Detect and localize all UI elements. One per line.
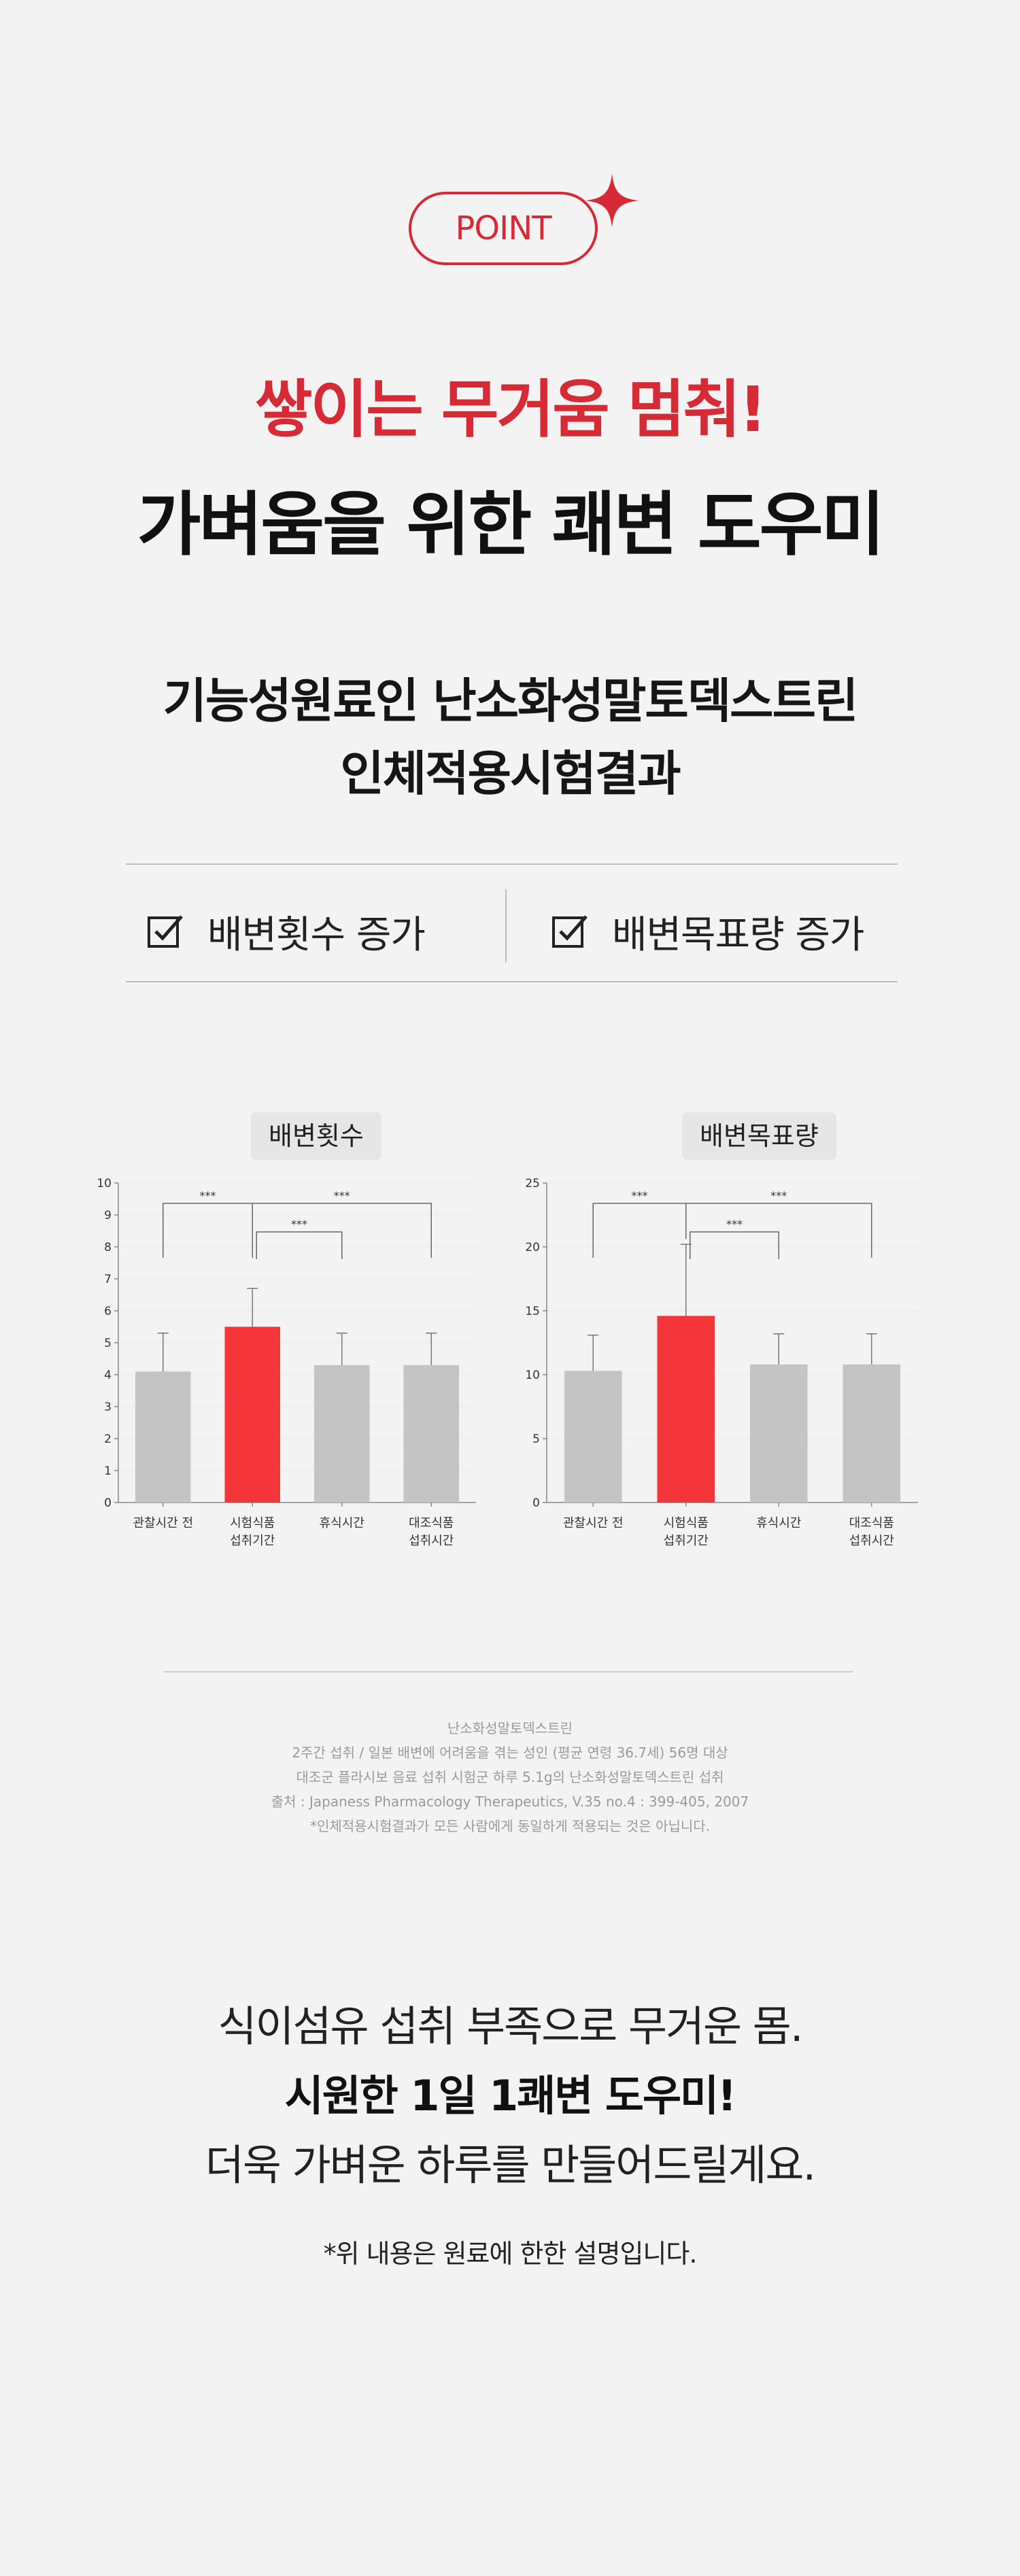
significance-label: *** bbox=[334, 1189, 350, 1202]
note-line: 난소화성말토덱스트린 bbox=[447, 1720, 573, 1736]
bar bbox=[135, 1371, 191, 1502]
significance-bracket bbox=[690, 1231, 779, 1259]
y-tick-label: 10 bbox=[525, 1369, 540, 1382]
x-tick-label: 대조식품 bbox=[849, 1516, 894, 1530]
headline-red: 쌓이는 무거움 멈춰! bbox=[254, 373, 767, 446]
y-tick-label: 5 bbox=[104, 1337, 112, 1350]
bar bbox=[313, 1364, 370, 1502]
significance-label: *** bbox=[632, 1189, 648, 1202]
x-tick-label: 휴식시간 bbox=[756, 1516, 801, 1530]
x-tick-label: 시험식품 bbox=[230, 1516, 275, 1530]
y-tick-label: 9 bbox=[104, 1209, 112, 1222]
x-tick-label: 휴식시간 bbox=[320, 1516, 364, 1530]
x-tick-label: 섭취기간 bbox=[230, 1534, 275, 1548]
significance-bracket bbox=[592, 1203, 687, 1258]
y-tick-label: 10 bbox=[97, 1177, 112, 1190]
divider-notes bbox=[163, 1671, 853, 1672]
note-line: 출처 : Japaness Pharmacology Therapeutics,… bbox=[271, 1793, 749, 1810]
check-label-frequency: 배변횟수 증가 bbox=[207, 912, 426, 957]
check-label-amount: 배변목표량 증가 bbox=[612, 912, 864, 957]
x-tick-label: 섭취시간 bbox=[849, 1534, 894, 1548]
y-tick-label: 3 bbox=[104, 1401, 112, 1414]
significance-bracket bbox=[256, 1231, 343, 1259]
significance-label: *** bbox=[291, 1218, 307, 1231]
y-tick-label: 6 bbox=[104, 1305, 112, 1318]
significance-bracket bbox=[163, 1203, 253, 1258]
x-tick-label: 시험식품 bbox=[664, 1516, 709, 1530]
check-item-frequency: 배변횟수 증가 bbox=[146, 903, 426, 960]
chart-title-frequency: 배변횟수 bbox=[251, 1112, 381, 1160]
bar bbox=[564, 1371, 622, 1502]
significance-bracket bbox=[685, 1203, 872, 1258]
significance-bracket bbox=[252, 1203, 432, 1258]
study-notes: 난소화성말토덱스트린 2주간 섭취 / 일본 배변에 어려움을 겪는 성인 (평… bbox=[0, 1716, 1020, 1838]
subheadline-result: 인체적용시험결과 bbox=[340, 746, 681, 802]
point-badge-label: POINT bbox=[455, 209, 551, 247]
y-tick-label: 15 bbox=[525, 1305, 540, 1318]
note-line: *인체적용시험결과가 모든 사람에게 동일하게 적용되는 것은 아닙니다. bbox=[309, 1818, 711, 1834]
bar bbox=[224, 1326, 281, 1502]
bar bbox=[403, 1364, 460, 1502]
y-tick-label: 7 bbox=[104, 1273, 112, 1286]
y-tick-label: 1 bbox=[104, 1464, 112, 1478]
closing-line-2: 시원한 1일 1쾌변 도우미! bbox=[284, 2071, 737, 2120]
y-tick-label: 8 bbox=[104, 1241, 112, 1254]
y-tick-label: 0 bbox=[532, 1496, 540, 1510]
bar bbox=[749, 1364, 808, 1502]
y-tick-label: 2 bbox=[104, 1432, 112, 1446]
note-line: 2주간 섭취 / 일본 배변에 어려움을 겪는 성인 (평균 연령 36.7세)… bbox=[292, 1745, 728, 1761]
bar bbox=[657, 1316, 715, 1502]
x-tick-label: 섭취기간 bbox=[664, 1534, 709, 1548]
point-badge: POINT bbox=[409, 192, 598, 265]
y-tick-label: 4 bbox=[104, 1369, 112, 1382]
disclaimer: *위 내용은 원료에 한한 설명입니다. bbox=[323, 2239, 698, 2269]
divider-bottom bbox=[126, 981, 898, 982]
chart-title-amount: 배변목표량 bbox=[682, 1112, 836, 1160]
significance-label: *** bbox=[770, 1189, 787, 1202]
checkbox-icon bbox=[552, 915, 588, 948]
x-tick-label: 섭취시간 bbox=[409, 1534, 454, 1548]
subheadline-ingredient: 기능성원료인 난소화성말토덱스트린 bbox=[163, 673, 859, 729]
headline-black: 가벼움을 위한 쾌변 도우미 bbox=[137, 485, 885, 566]
x-tick-label: 관찰시간 전 bbox=[563, 1516, 624, 1530]
check-item-amount: 배변목표량 증가 bbox=[551, 903, 864, 960]
y-tick-label: 0 bbox=[104, 1496, 112, 1510]
x-tick-label: 대조식품 bbox=[409, 1516, 454, 1530]
divider-top bbox=[126, 863, 898, 865]
bar bbox=[843, 1364, 901, 1502]
checkbox-icon bbox=[148, 915, 183, 948]
y-tick-label: 25 bbox=[525, 1177, 540, 1190]
y-tick-label: 5 bbox=[532, 1432, 540, 1446]
x-tick-label: 관찰시간 전 bbox=[133, 1516, 193, 1530]
closing-line-3: 더욱 가벼운 하루를 만들어드릴게요. bbox=[205, 2140, 816, 2190]
divider-vertical bbox=[505, 889, 507, 963]
sparkle-icon bbox=[585, 173, 639, 228]
significance-label: *** bbox=[200, 1189, 216, 1202]
y-tick-label: 20 bbox=[525, 1241, 540, 1254]
significance-label: *** bbox=[726, 1218, 743, 1231]
closing-line-1: 식이섬유 섭취 부족으로 무거운 몸. bbox=[218, 2002, 803, 2051]
note-line: 대조군 플라시보 음료 섭취 시험군 하루 5.1g의 난소화성말토덱스트린 섭… bbox=[296, 1769, 724, 1785]
